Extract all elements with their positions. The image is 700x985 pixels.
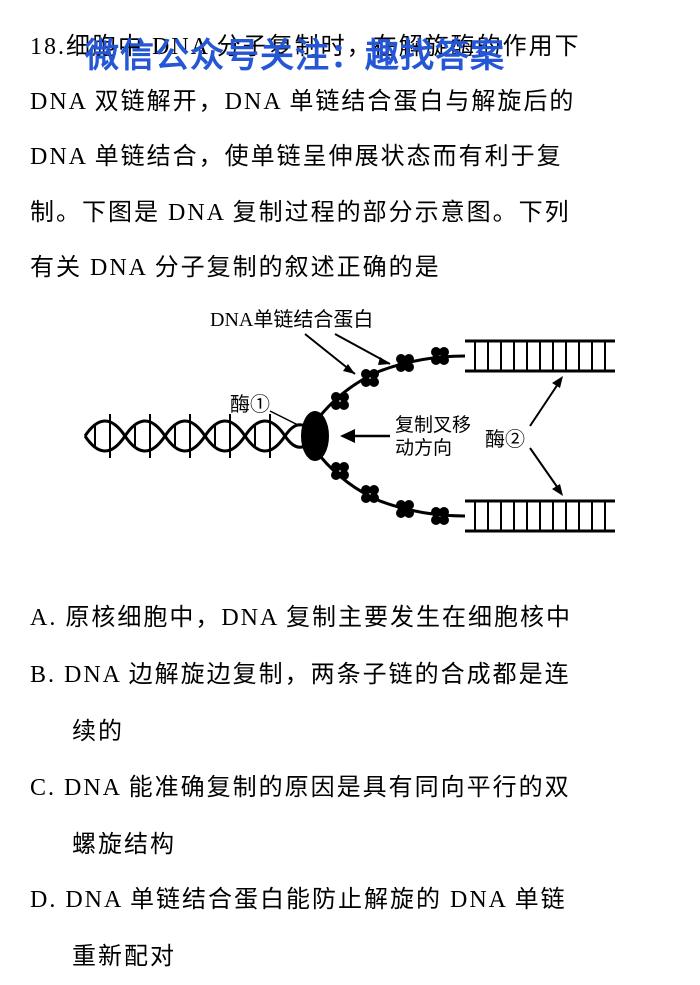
stem-line-5: 有关 DNA 分子复制的叙述正确的是 — [30, 255, 441, 281]
stem-line-3: DNA 单链结合，使单链呈伸展状态而有利于复 — [30, 144, 563, 170]
enzyme-2-arrow-up — [530, 381, 560, 426]
question-block: 微信公众号关注：趣找答案 18.细胞中 DNA 分子复制时，在解旋酶的作用下 D… — [30, 20, 670, 985]
stem-line-4: 制。下图是 DNA 复制过程的部分示意图。下列 — [30, 200, 571, 226]
binding-proteins-lower — [331, 462, 449, 525]
enzyme-2-arrow-down — [530, 448, 560, 491]
answer-options: A. 原核细胞中，DNA 复制主要发生在细胞核中 B. DNA 边解旋边复制，两… — [30, 591, 670, 985]
direction-arrow-head — [340, 429, 355, 443]
arrow-head-2 — [378, 357, 390, 365]
lower-ladder — [465, 501, 615, 531]
enzyme-1-label: 酶① — [230, 393, 270, 416]
binding-protein-label: DNA单链结合蛋白 — [210, 308, 373, 331]
question-number: 18. — [30, 34, 66, 60]
dna-helix — [85, 414, 305, 458]
direction-label-2: 动方向 — [395, 437, 452, 459]
option-b-cont: 续的 — [30, 705, 670, 760]
upper-ladder — [465, 341, 615, 371]
option-c-cont: 螺旋结构 — [30, 818, 670, 873]
diagram-svg: DNA单链结合蛋白 — [80, 306, 620, 576]
enzyme-2-label: 酶② — [485, 428, 525, 451]
watermark-text: 微信公众号关注：趣找答案 — [85, 28, 505, 77]
dna-replication-diagram: DNA单链结合蛋白 — [80, 306, 620, 576]
option-a: A. 原核细胞中，DNA 复制主要发生在细胞核中 — [30, 591, 670, 646]
binding-proteins-upper — [331, 347, 449, 410]
direction-label-1: 复制叉移 — [395, 414, 471, 436]
enzyme-2-arrowhead-down — [552, 484, 563, 496]
option-c: C. DNA 能准确复制的原因是具有同向平行的双 — [30, 761, 670, 816]
option-b: B. DNA 边解旋边复制，两条子链的合成都是连 — [30, 648, 670, 703]
option-d-cont: 重新配对 — [30, 930, 670, 985]
enzyme-1-shape — [301, 411, 329, 461]
enzyme-2-arrowhead-up — [552, 376, 563, 388]
option-d: D. DNA 单链结合蛋白能防止解旋的 DNA 单链 — [30, 873, 670, 928]
stem-line-2: DNA 双链解开，DNA 单链结合蛋白与解旋后的 — [30, 89, 575, 115]
